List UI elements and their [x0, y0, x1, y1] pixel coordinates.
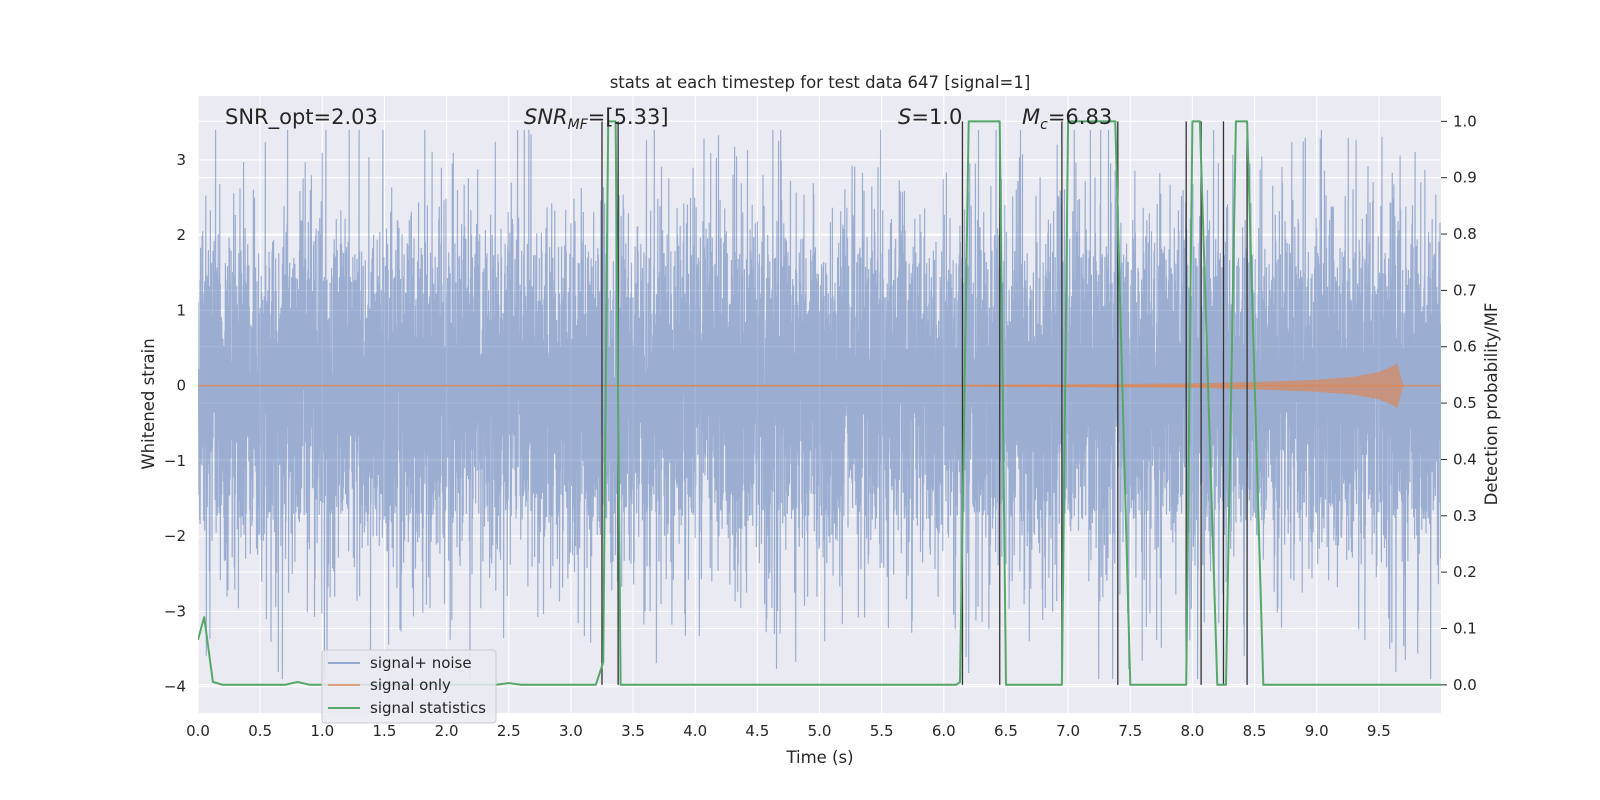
- y2-tick-label: 0.6: [1453, 338, 1477, 356]
- annotation-mc: Mc=6.83: [1022, 105, 1112, 133]
- x-tick-label: 4.0: [683, 722, 707, 740]
- y-tick-label: −3: [164, 602, 186, 620]
- legend-label-signal-statistics: signal statistics: [370, 699, 486, 717]
- x-tick-label: 0.5: [248, 722, 272, 740]
- y2-tick-label: 0.0: [1453, 676, 1477, 694]
- x-tick-label: 5.5: [870, 722, 894, 740]
- mc-subscript: c: [1040, 117, 1048, 133]
- y-tick-label: 2: [176, 226, 186, 244]
- y-tick-label: −2: [164, 527, 186, 545]
- y-tick-label: 1: [176, 301, 186, 319]
- s-symbol: S: [898, 105, 911, 129]
- snr-mf-subscript: MF: [568, 117, 589, 133]
- x-tick-label: 4.5: [745, 722, 769, 740]
- x-tick-label: 2.5: [497, 722, 521, 740]
- annotation-s: S=1.0: [898, 105, 962, 129]
- x-tick-label: 1.5: [373, 722, 397, 740]
- y-tick-label: 0: [176, 377, 186, 395]
- mc-value: =6.83: [1048, 105, 1112, 129]
- snr-mf-symbol: SNR: [524, 105, 568, 129]
- x-ticks: 0.0 0.5 1.0 1.5 2.0 2.5 3.0 3.5 4.0 4.5 5.0 5.5 6.0 6…: [186, 722, 1391, 740]
- x-tick-label: 3.5: [621, 722, 645, 740]
- x-tick-label: 2.0: [435, 722, 459, 740]
- x-tick-label: 0.0: [186, 722, 210, 740]
- y2-tick-label: 0.4: [1453, 450, 1477, 468]
- y2-tick-label: 1.0: [1453, 112, 1477, 130]
- snr-mf-value: =[5.33]: [588, 105, 669, 129]
- y2-tick-label: 0.3: [1453, 507, 1477, 525]
- legend: signal+ noise signal only signal statist…: [321, 649, 497, 724]
- x-tick-label: 9.5: [1367, 722, 1391, 740]
- y2-tick-label: 0.2: [1453, 563, 1477, 581]
- y2-tick-label: 0.8: [1453, 225, 1477, 243]
- y-tick-label: −4: [164, 678, 186, 696]
- y2-tick-label: 0.5: [1453, 394, 1477, 412]
- s-value: =1.0: [911, 105, 962, 129]
- y-axis-label: Whitened strain: [139, 338, 158, 469]
- y2-tick-label: 0.1: [1453, 619, 1477, 637]
- y-ticks: 3 2 1 0 −1 −2 −3 −4: [164, 151, 186, 696]
- x-tick-label: 6.5: [994, 722, 1018, 740]
- x-tick-label: 9.0: [1305, 722, 1329, 740]
- mc-symbol: M: [1022, 105, 1040, 129]
- y2-tick-label: 0.7: [1453, 281, 1477, 299]
- x-tick-label: 1.0: [310, 722, 334, 740]
- chart-title: stats at each timestep for test data 647…: [610, 73, 1031, 92]
- annotation-snr-mf: SNRMF=[5.33]: [524, 105, 669, 133]
- x-tick-label: 6.0: [932, 722, 956, 740]
- signal-only-series: [198, 363, 1441, 409]
- legend-box: [321, 649, 497, 724]
- annotation-snr-opt: SNR_opt=2.03: [225, 105, 378, 130]
- x-tick-label: 3.0: [559, 722, 583, 740]
- signal-noise-line: [198, 129, 1441, 680]
- y2-axis-label: Detection probability/MF: [1482, 303, 1501, 506]
- x-tick-label: 8.5: [1243, 722, 1267, 740]
- y2-ticks: 1.0 0.9 0.8 0.7 0.6 0.5 0.4 0.3 0.2 0.1 0.0: [1441, 112, 1477, 694]
- signal-only-envelope: [198, 363, 1404, 409]
- signal-statistics-series: [198, 120, 1441, 686]
- signal-noise-series: [198, 129, 1441, 680]
- x-axis-label: Time (s): [785, 748, 853, 767]
- y-tick-label: −1: [164, 452, 186, 470]
- signal-statistics-line: [198, 120, 1441, 686]
- legend-label-signal-only: signal only: [370, 676, 451, 694]
- legend-label-signal-noise: signal+ noise: [370, 654, 472, 672]
- y-tick-label: 3: [176, 151, 186, 169]
- x-tick-label: 5.0: [808, 722, 832, 740]
- y2-tick-label: 0.9: [1453, 169, 1477, 187]
- x-tick-label: 7.0: [1056, 722, 1080, 740]
- x-tick-label: 8.0: [1180, 722, 1204, 740]
- x-tick-label: 7.5: [1118, 722, 1142, 740]
